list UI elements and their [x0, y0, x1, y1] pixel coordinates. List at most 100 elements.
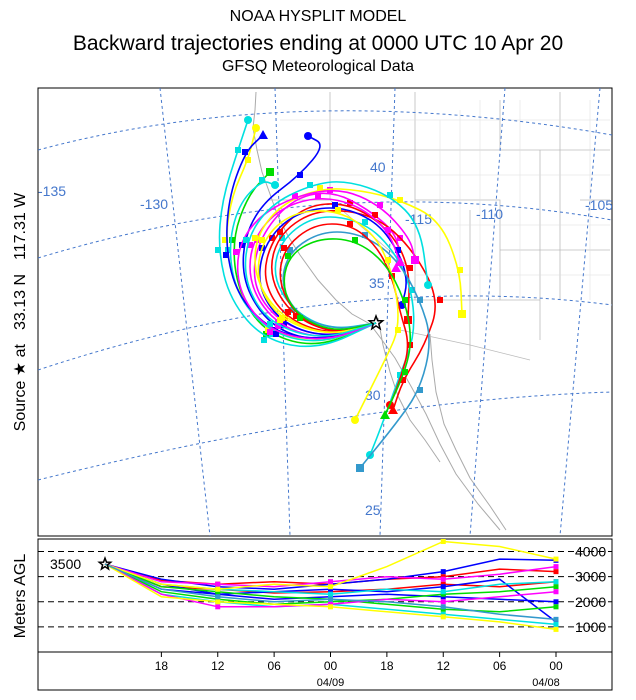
height-point-marker: [440, 611, 446, 617]
height-point-marker: [553, 619, 559, 625]
trajectory-point-marker: [285, 309, 291, 315]
trajectory-point-marker: [307, 182, 313, 188]
trajectory-point-marker: [279, 235, 285, 241]
trajectory-line: [264, 203, 410, 333]
trajectory-point-marker: [362, 219, 368, 225]
trajectory-point-marker: [457, 267, 463, 273]
height-point-marker: [328, 584, 333, 590]
height-point-marker: [553, 621, 559, 627]
gulf-coast: [429, 333, 507, 531]
height-point-marker: [440, 614, 446, 620]
trajectory-point-marker: [347, 221, 353, 227]
trajectory-point-marker: [377, 202, 383, 208]
x-tick-label: 06: [267, 659, 281, 673]
trajectory-line: [236, 189, 416, 340]
trajectory-point-marker: [229, 237, 235, 243]
trajectory-point-marker: [437, 297, 443, 303]
trajectory-point-marker: [259, 177, 265, 183]
height-point-marker: [215, 586, 221, 592]
height-point-marker: [553, 604, 559, 610]
x-tick-label: 00: [549, 659, 563, 673]
height-point-marker: [215, 589, 221, 595]
y-tick-label: 2000: [575, 594, 606, 610]
height-point-marker: [440, 589, 446, 595]
date-label: 04/08: [532, 677, 560, 689]
trajectory-point-marker: [395, 327, 401, 333]
x-tick-label: 18: [380, 659, 394, 673]
trajectory-point-marker: [409, 287, 415, 293]
height-point-marker: [328, 586, 333, 592]
trajectory-point-marker: [223, 252, 229, 258]
y-tick-label: 1000: [575, 619, 606, 635]
height-point-marker: [215, 604, 221, 610]
trajectory-point-marker: [335, 207, 341, 213]
trajectory-point-marker: [287, 247, 293, 253]
outer-frame: [37, 651, 613, 691]
height-point-marker: [553, 569, 559, 575]
trajectory-point-marker: [417, 387, 423, 393]
y-axis-label: Meters AGL: [12, 554, 29, 639]
lon-label: -115: [405, 211, 432, 227]
source-location-label: Source ★ at33.13 N117.31 W: [12, 192, 29, 432]
trajectory-end-marker: [258, 130, 268, 139]
x-tick-label: 18: [155, 659, 169, 673]
trajectory-point-marker: [332, 202, 338, 208]
height-point-marker: [328, 581, 333, 587]
height-point-marker: [440, 574, 446, 580]
height-point-marker: [440, 539, 446, 545]
trajectory-point-marker: [402, 297, 408, 303]
trajectory-point-marker: [263, 331, 269, 337]
height-point-marker: [440, 584, 446, 590]
trajectory-point-marker: [402, 369, 408, 375]
trajectory-point-marker: [352, 237, 358, 243]
x-tick-label: 12: [437, 659, 451, 673]
height-point-marker: [328, 604, 333, 610]
lat-label: 35: [369, 275, 385, 291]
trajectory-point-marker: [417, 297, 423, 303]
trajectory-end-marker: [244, 116, 252, 124]
coastline: [252, 91, 501, 531]
height-point-marker: [553, 626, 559, 632]
height-profile-labels: 1000 2000 3000 4000 3500: [50, 544, 606, 635]
trajectory-point-marker: [235, 147, 241, 153]
height-point-marker: [553, 599, 559, 605]
trajectory-point-marker: [277, 229, 283, 235]
height-point-marker: [215, 599, 221, 605]
height-point-marker: [440, 606, 446, 612]
trajectories: [215, 116, 466, 472]
trajectory-end-marker: [395, 257, 405, 266]
trajectory-point-marker: [362, 232, 368, 238]
trajectory-end-marker: [271, 181, 279, 189]
height-point-marker: [328, 599, 333, 605]
height-point-marker: [215, 591, 221, 597]
trajectory-line: [282, 231, 430, 469]
trajectory-point-marker: [297, 315, 303, 321]
height-point-marker: [328, 601, 333, 607]
trajectory-end-marker: [304, 132, 312, 140]
trajectory-point-marker: [233, 249, 239, 255]
x-tick-label: 12: [211, 659, 225, 673]
chart-title: NOAA HYSPLIT MODEL: [229, 8, 407, 25]
height-profile: [38, 539, 612, 632]
height-point-marker: [215, 596, 221, 602]
trajectory-point-marker: [242, 149, 248, 155]
trajectory-end-marker: [266, 168, 274, 176]
state-boundaries: [256, 92, 610, 361]
trajectory-point-marker: [285, 253, 291, 259]
trajectory-point-marker: [293, 313, 299, 319]
lon-label: -110: [476, 206, 503, 222]
trajectory-point-marker: [215, 247, 221, 253]
trajectory-point-marker: [275, 323, 281, 329]
trajectory-point-marker: [297, 172, 303, 178]
trajectory-point-marker: [267, 321, 273, 327]
map-frame: [37, 87, 613, 537]
trajectory-line: [283, 238, 412, 416]
height-point-marker: [328, 579, 333, 585]
trajectory-end-marker: [351, 416, 359, 424]
trajectory-point-marker: [395, 247, 401, 253]
y-tick-label: 3000: [575, 569, 606, 585]
trajectory-point-marker: [385, 227, 391, 233]
trajectory-point-marker: [277, 317, 283, 323]
y-tick-label: 4000: [575, 544, 606, 560]
